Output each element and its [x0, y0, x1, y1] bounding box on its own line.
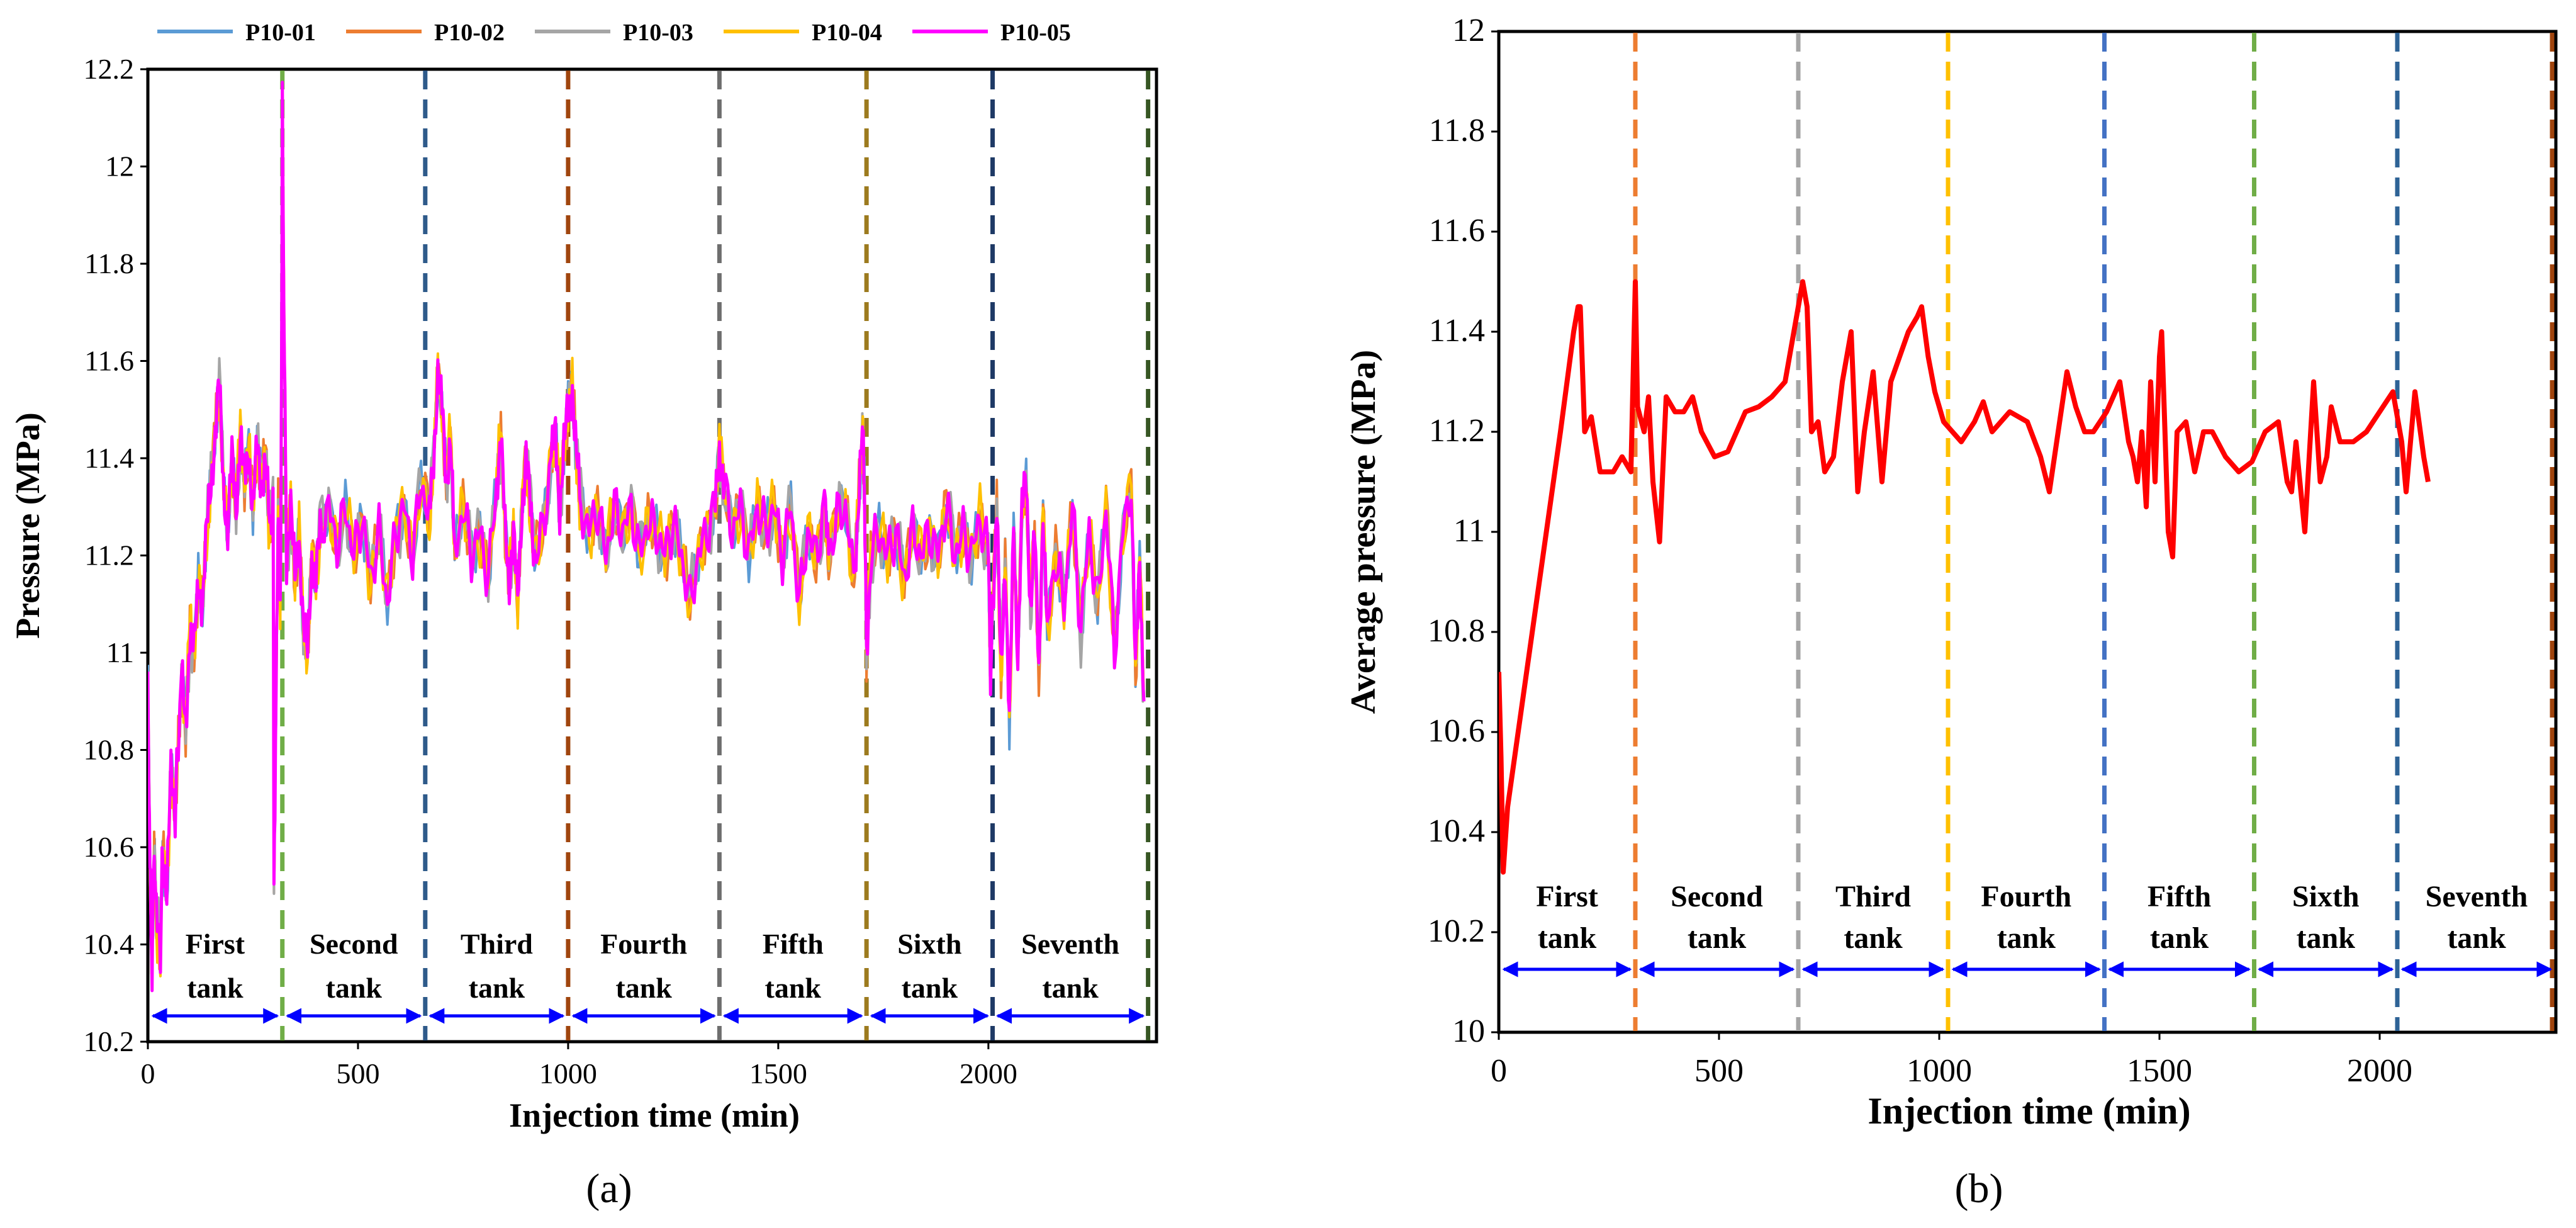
series-line-average-pressure: [1499, 279, 2431, 875]
y-tick-label: 10.4: [1428, 813, 1485, 849]
tank-label: Fourth: [600, 928, 687, 960]
legend-item-p10-02: P10-02: [346, 20, 505, 46]
y-tick-label: 12: [105, 150, 134, 183]
plot-area-a: 10.2 10.4 10.6 10.8 11 11.2 11.4 11.6 11.8 12 12.2…: [84, 53, 1158, 1090]
tank-label: Sixth: [897, 928, 961, 960]
x-axis-title-a: Injection time (min): [509, 1096, 800, 1134]
y-tick-label: 11.8: [84, 247, 134, 279]
y-tick-label: 11.6: [1429, 213, 1485, 249]
tank-label: Sixth: [2292, 880, 2360, 913]
tank-label: Fifth: [763, 928, 824, 960]
y-tick-label: 11.4: [84, 442, 134, 474]
y-tick-label: 12.2: [84, 53, 135, 85]
y-tick-label: 10.8: [84, 734, 135, 766]
tank-label: tank: [187, 972, 244, 1004]
tank-label: tank: [1844, 921, 1903, 955]
y-tick-label: 11.2: [84, 539, 134, 572]
y-tick-label: 11: [106, 636, 134, 668]
tank-label: Seventh: [2426, 880, 2528, 913]
y-tick-label: 11.2: [1429, 413, 1485, 449]
tank-label: tank: [615, 972, 672, 1004]
y-tick-label: 10.2: [84, 1025, 135, 1057]
x-tick-label: 1000: [539, 1057, 597, 1090]
y-tick-label: 11: [1453, 513, 1485, 549]
plot-area-b: 10 10.2 10.4 10.6 10.8 11 11.2 11.4 11.6 11.8 12 0 5…: [1428, 13, 2558, 1089]
y-tick-label: 11.4: [1429, 313, 1485, 349]
tank-label: tank: [2150, 921, 2209, 955]
tank-label: First: [186, 928, 245, 960]
series-line-p10-05: [148, 81, 1146, 993]
y-tick-label: 11.8: [1429, 113, 1485, 149]
x-axis-title-b: Injection time (min): [1868, 1090, 2190, 1132]
legend-label-p10-01: P10-01: [245, 20, 316, 46]
tank-label: tank: [902, 972, 958, 1004]
tank-label: tank: [765, 972, 822, 1004]
x-tick-label: 2000: [2347, 1053, 2412, 1089]
panel-label-b: (b): [1955, 1166, 2003, 1212]
x-tick-label: 0: [1491, 1053, 1507, 1089]
y-tick-label: 11.6: [84, 345, 134, 377]
legend-item-p10-05: P10-05: [912, 20, 1071, 46]
x-tick-label: 1500: [749, 1057, 807, 1090]
tank-label: Fifth: [2148, 880, 2211, 913]
x-tick-label: 500: [336, 1057, 379, 1090]
tank-label: tank: [1538, 921, 1597, 955]
tank-label: First: [1536, 880, 1598, 913]
y-tick-label: 10.2: [1428, 913, 1485, 949]
tank-label: Third: [1835, 880, 1911, 913]
legend-item-p10-04: P10-04: [724, 20, 882, 46]
legend-label-p10-05: P10-05: [1000, 20, 1071, 46]
x-tick-label: 1000: [1907, 1053, 1972, 1089]
tank-label: tank: [326, 972, 383, 1004]
y-tick-label: 10.8: [1428, 613, 1485, 649]
panel-label-a: (a): [586, 1166, 632, 1212]
legend-item-p10-01: P10-01: [157, 20, 316, 46]
tank-label: Fourth: [1981, 880, 2071, 913]
tank-label: tank: [1688, 921, 1747, 955]
tank-label: Third: [461, 928, 533, 960]
x-tick-label: 1500: [2127, 1053, 2192, 1089]
y-axis-title-a: Pressure (MPa): [9, 412, 47, 638]
panel-b: 10 10.2 10.4 10.6 10.8 11 11.2 11.4 11.6 11.8 12 0 5…: [1344, 13, 2558, 1212]
legend-label-p10-02: P10-02: [434, 20, 505, 46]
tank-label: tank: [469, 972, 525, 1004]
legend: P10-01 P10-02 P10-03 P10-04 P10-05: [157, 20, 1071, 46]
y-tick-label: 12: [1452, 13, 1485, 48]
x-tick-label: 500: [1694, 1053, 1744, 1089]
x-tick-label: 0: [141, 1057, 155, 1090]
tank-label: tank: [1042, 972, 1099, 1004]
tank-label: Second: [310, 928, 398, 960]
legend-item-p10-03: P10-03: [535, 20, 693, 46]
tank-label: Second: [1671, 880, 1763, 913]
x-tick-label: 2000: [960, 1057, 1017, 1090]
tank-label: tank: [1997, 921, 2056, 955]
y-tick-label: 10: [1452, 1013, 1485, 1049]
tank-label: tank: [2297, 921, 2356, 955]
y-axis-title-b: Average pressure (MPa): [1344, 350, 1383, 714]
y-tick-label: 10.6: [84, 831, 135, 863]
y-tick-label: 10.4: [84, 928, 135, 960]
panel-a: P10-01 P10-02 P10-03 P10-04 P10-05 10.21…: [9, 20, 1158, 1212]
tank-label: Seventh: [1021, 928, 1119, 960]
legend-label-p10-04: P10-04: [812, 20, 882, 46]
tank-label: tank: [2447, 921, 2506, 955]
legend-label-p10-03: P10-03: [623, 20, 693, 46]
y-tick-label: 10.6: [1428, 713, 1485, 749]
